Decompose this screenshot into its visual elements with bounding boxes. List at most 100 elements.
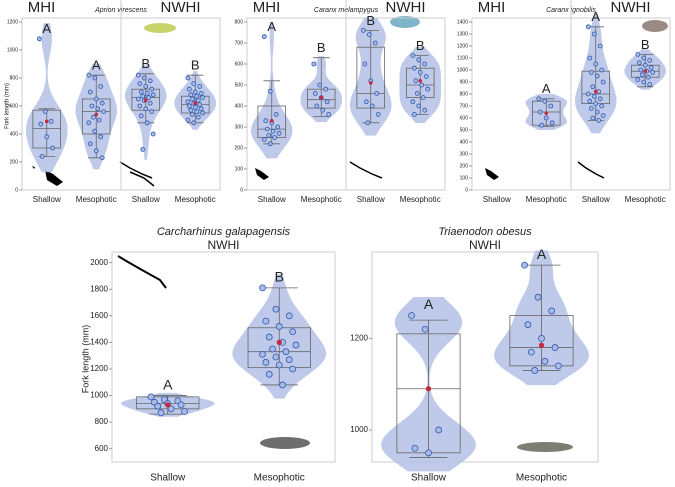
data-point	[92, 128, 98, 134]
y-tick-label: 1000	[350, 425, 368, 434]
data-point	[186, 86, 192, 92]
data-point	[39, 153, 45, 159]
y-tick-label: 800	[460, 91, 469, 97]
data-point	[650, 70, 656, 75]
x-tick-label: Shallow	[582, 195, 610, 204]
y-tick-label: 200	[460, 163, 469, 169]
data-point	[185, 99, 191, 105]
data-point	[272, 305, 280, 313]
data-point	[275, 323, 283, 330]
mean-point	[368, 81, 373, 85]
data-point	[96, 117, 102, 123]
data-point	[417, 70, 423, 75]
y-axis-label: Fork length (mm)	[80, 325, 90, 394]
mean-point	[643, 69, 648, 73]
island-icon	[577, 161, 605, 179]
data-point	[289, 365, 297, 373]
x-tick-label: Mesophotic	[526, 195, 567, 204]
data-point	[548, 103, 554, 109]
data-point	[185, 75, 191, 81]
y-tick-label: 800	[235, 19, 244, 25]
data-point	[265, 370, 273, 378]
data-point	[276, 130, 282, 136]
data-point	[138, 113, 144, 119]
data-point	[410, 53, 416, 58]
y-tick-label: 1400	[457, 19, 468, 25]
data-point	[143, 84, 149, 89]
mean-point	[425, 386, 432, 392]
data-point	[534, 293, 542, 301]
data-point	[312, 91, 318, 96]
data-point	[551, 344, 559, 351]
data-point	[641, 55, 647, 61]
y-tick-label: 800	[10, 75, 19, 81]
data-point	[101, 109, 107, 114]
box	[405, 67, 435, 98]
data-point	[147, 78, 153, 84]
x-tick-label: Mesophotic	[254, 473, 305, 484]
data-point	[194, 109, 200, 114]
data-point	[259, 350, 266, 358]
data-point	[269, 345, 276, 353]
data-point	[648, 65, 654, 70]
island-icon	[32, 166, 63, 186]
region-label: NWHI	[208, 238, 240, 252]
data-point	[189, 96, 195, 102]
x-tick-label: Shallow	[132, 195, 160, 204]
data-point	[414, 91, 420, 96]
data-point	[86, 120, 92, 126]
group-letter: A	[267, 19, 276, 34]
data-point	[157, 409, 165, 417]
data-point	[593, 101, 599, 106]
region-label: NWHI	[611, 0, 651, 16]
data-point	[195, 114, 201, 120]
data-point	[263, 118, 269, 124]
data-point	[93, 148, 99, 154]
data-point	[200, 110, 206, 116]
data-point	[259, 284, 266, 292]
y-tick-label: 400	[460, 139, 469, 145]
data-point	[591, 94, 597, 99]
data-point	[585, 91, 591, 97]
mean-point	[269, 118, 274, 123]
data-point	[261, 137, 267, 143]
group-letter: B	[141, 56, 150, 71]
data-point	[144, 91, 150, 96]
data-point	[147, 100, 153, 106]
data-point	[597, 96, 603, 102]
data-point	[140, 146, 146, 152]
data-point	[197, 84, 203, 89]
mean-point	[593, 89, 598, 94]
y-tick-label: 400	[235, 103, 244, 109]
data-point	[536, 96, 542, 102]
fish-icon	[390, 16, 420, 28]
group-letter: A	[591, 9, 600, 24]
data-point	[635, 77, 641, 82]
group-letter: A	[542, 81, 551, 96]
y-tick-label: 200	[10, 159, 19, 165]
y-tick-label: 600	[235, 61, 244, 67]
data-point	[89, 103, 95, 109]
y-tick-label: 1300	[457, 31, 468, 37]
group-letter: B	[317, 40, 326, 55]
data-point	[270, 128, 276, 134]
y-tick-label: 1600	[90, 311, 108, 320]
data-point	[542, 98, 548, 104]
data-point	[369, 103, 375, 109]
data-point	[149, 86, 155, 92]
data-point	[195, 98, 201, 103]
data-point	[149, 109, 155, 114]
y-tick-label: 1200	[350, 334, 368, 343]
x-tick-label: Shallow	[357, 195, 385, 204]
group-letter: B	[641, 37, 650, 52]
y-tick-label: 1000	[457, 67, 468, 73]
y-tick-label: 200	[235, 145, 244, 151]
data-point	[555, 362, 562, 370]
data-point	[137, 103, 143, 109]
y-tick-label: 1000	[90, 391, 108, 400]
data-point	[185, 117, 191, 123]
data-point	[191, 81, 197, 86]
data-point	[135, 72, 141, 78]
data-point	[48, 119, 54, 124]
y-tick-label: 0	[240, 187, 243, 193]
